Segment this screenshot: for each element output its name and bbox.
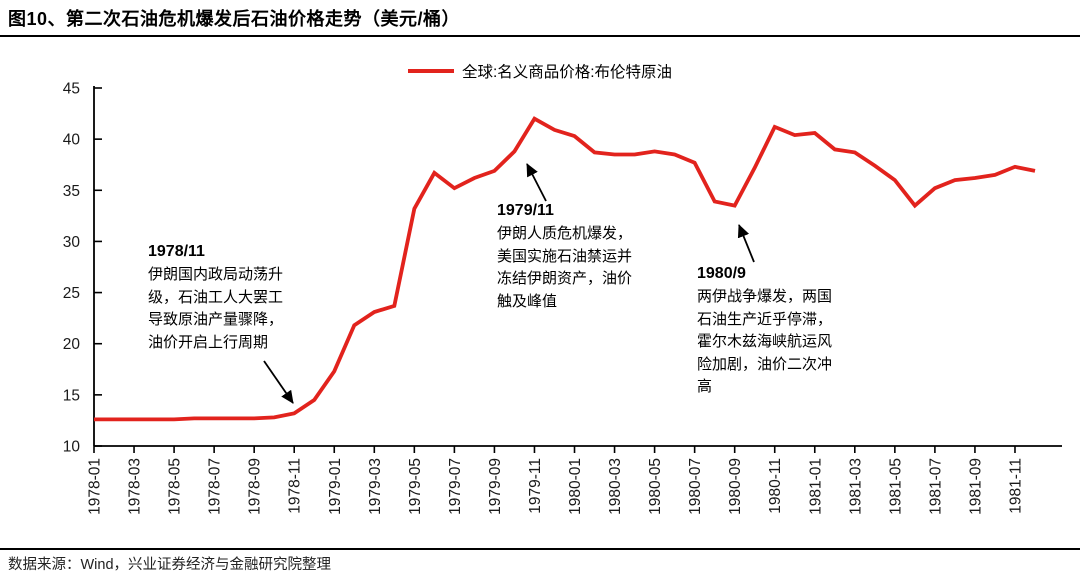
y-tick-label: 15 (63, 387, 80, 404)
x-tick-label: 1980-09 (727, 458, 744, 515)
x-tick-label: 1978-07 (207, 458, 224, 515)
annotation-text: 伊朗人质危机爆发， 美国实施石油禁运并 冻结伊朗资产，油价 触及峰值 (497, 225, 633, 310)
y-tick-label: 10 (63, 439, 81, 456)
footer-divider (0, 548, 1080, 550)
annotation-arrow (737, 224, 755, 263)
x-tick-label: 1979-05 (407, 458, 424, 515)
x-tick-label: 1980-05 (647, 458, 664, 515)
x-tick-label: 1981-05 (887, 458, 904, 515)
x-tick-label: 1978-01 (87, 458, 104, 515)
x-tick-label: 1981-09 (967, 458, 984, 515)
annotation-date: 1978/11 (148, 243, 205, 260)
legend-label: 全球:名义商品价格:布伦特原油 (461, 64, 673, 81)
x-tick-label: 1981-07 (927, 458, 944, 515)
annotation-text: 伊朗国内政局动荡升 级，石油工人大罢工 导致原油产量骤降， 油价开启上行周期 (148, 266, 284, 351)
x-tick-label: 1979-07 (447, 458, 464, 515)
x-tick-label: 1980-03 (607, 458, 624, 515)
figure-title: 图10、第二次石油危机爆发后石油价格走势（美元/桶） (8, 9, 461, 29)
y-tick-label: 35 (63, 183, 80, 200)
brent-price-line (94, 116, 1036, 422)
annotation-arrow (526, 163, 547, 202)
data-source-note: 数据来源：Wind，兴业证券经济与金融研究院整理 (8, 557, 332, 573)
annotation-1978-11: 1978/11 伊朗国内政局动荡升 级，石油工人大罢工 导致原油产量骤降， 油价… (148, 243, 340, 354)
y-tick-label: 40 (63, 132, 81, 149)
x-tick-label: 1979-01 (327, 458, 344, 515)
x-tick-label: 1980-07 (687, 458, 704, 515)
x-tick-label: 1978-03 (127, 458, 144, 515)
x-tick-label: 1981-01 (807, 458, 824, 515)
y-tick-label: 20 (63, 336, 81, 353)
x-tick-label: 1978-09 (247, 458, 264, 515)
y-tick-label: 45 (63, 81, 80, 98)
annotation-date: 1979/11 (497, 202, 554, 219)
x-tick-label: 1981-03 (847, 458, 864, 515)
x-tick-label: 1980-01 (567, 458, 584, 515)
x-tick-label: 1981-11 (1007, 458, 1024, 514)
annotation-1980-9: 1980/9 两伊战争爆发，两国 石油生产近乎停滞， 霍尔木兹海峡航运风 险加剧… (697, 265, 902, 399)
x-tick-label: 1979-11 (527, 458, 544, 514)
annotation-1979-11: 1979/11 伊朗人质危机爆发， 美国实施石油禁运并 冻结伊朗资产，油价 触及… (497, 202, 689, 313)
chart-legend: 全球:名义商品价格:布伦特原油 (0, 60, 1080, 82)
legend-line-swatch (407, 69, 454, 73)
annotation-text: 两伊战争爆发，两国 石油生产近乎停滞， 霍尔木兹海峡航运风 险加剧，油价二次冲 … (697, 288, 833, 395)
annotation-arrow (263, 360, 294, 404)
annotation-date: 1980/9 (697, 265, 746, 282)
y-tick-label: 25 (63, 285, 80, 302)
title-divider (0, 35, 1080, 37)
x-tick-label: 1980-11 (767, 458, 784, 514)
x-tick-label: 1979-09 (487, 458, 504, 515)
x-tick-label: 1978-11 (287, 458, 304, 514)
y-tick-label: 30 (63, 234, 81, 251)
x-tick-label: 1979-03 (367, 458, 384, 515)
x-tick-label: 1978-05 (167, 458, 184, 515)
